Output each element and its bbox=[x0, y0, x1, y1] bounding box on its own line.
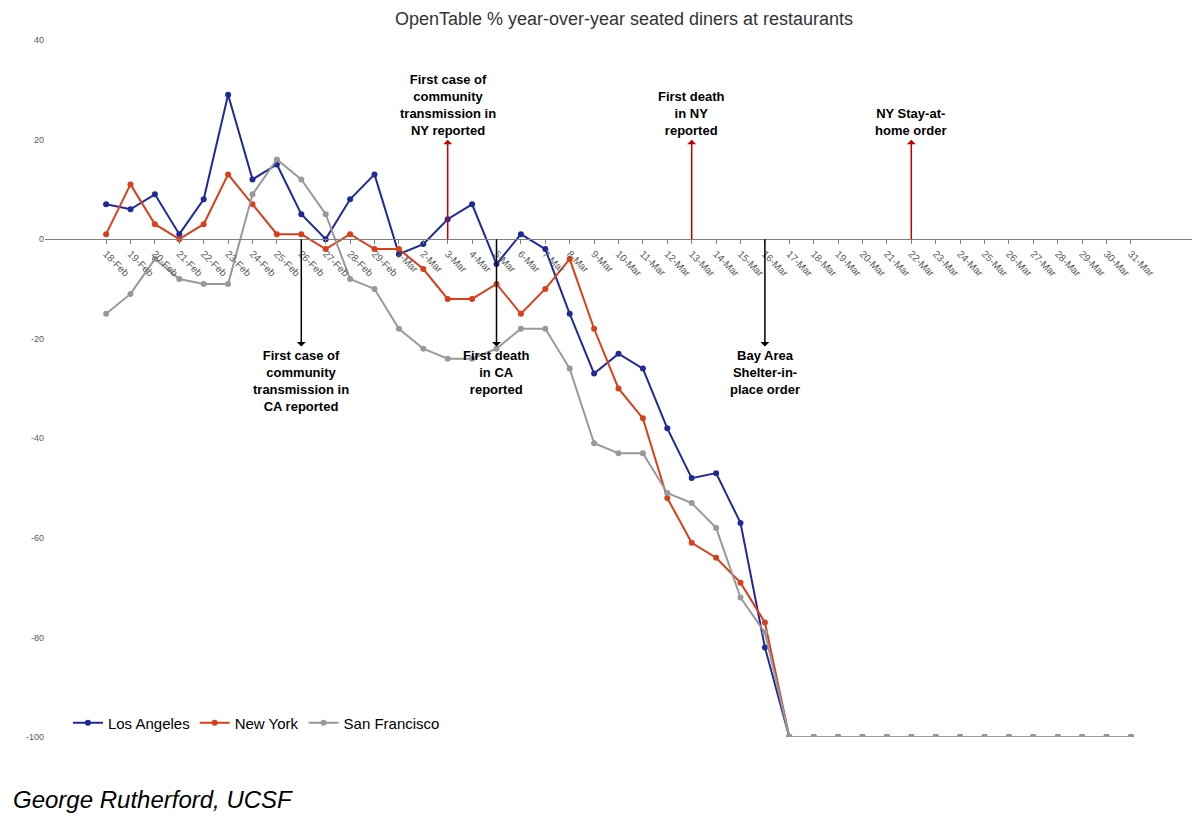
svg-text:23-Mar: 23-Mar bbox=[931, 248, 962, 279]
svg-text:7-Mar: 7-Mar bbox=[540, 248, 567, 275]
svg-text:OpenTable % year-over-year sea: OpenTable % year-over-year seated diners… bbox=[395, 9, 853, 29]
svg-text:30-Mar: 30-Mar bbox=[1102, 248, 1133, 279]
svg-text:4-Mar: 4-Mar bbox=[467, 248, 494, 275]
svg-text:First deathin CAreported: First deathin CAreported bbox=[463, 348, 530, 397]
svg-text:-80: -80 bbox=[31, 633, 44, 643]
svg-text:13-Mar: 13-Mar bbox=[687, 248, 718, 279]
svg-text:1-Mar: 1-Mar bbox=[394, 248, 421, 275]
svg-text:24-Feb: 24-Feb bbox=[248, 248, 278, 278]
svg-text:Bay AreaShelter-in-place order: Bay AreaShelter-in-place order bbox=[730, 348, 800, 397]
svg-text:-100: -100 bbox=[26, 732, 44, 742]
svg-text:20: 20 bbox=[34, 135, 44, 145]
svg-text:9-Mar: 9-Mar bbox=[589, 248, 616, 275]
svg-text:San Francisco: San Francisco bbox=[344, 715, 440, 732]
svg-text:20-Feb: 20-Feb bbox=[150, 248, 180, 278]
svg-text:19-Mar: 19-Mar bbox=[833, 248, 864, 279]
svg-text:6-Mar: 6-Mar bbox=[516, 248, 543, 275]
svg-text:George Rutherford, UCSF: George Rutherford, UCSF bbox=[13, 786, 293, 813]
svg-text:First case ofcommunitytransmis: First case ofcommunitytransmission inNY … bbox=[400, 72, 496, 138]
svg-text:21-Feb: 21-Feb bbox=[174, 248, 204, 278]
svg-text:23-Feb: 23-Feb bbox=[223, 248, 253, 278]
svg-text:26-Feb: 26-Feb bbox=[296, 248, 326, 278]
svg-text:22-Feb: 22-Feb bbox=[199, 248, 229, 278]
svg-text:27-Mar: 27-Mar bbox=[1028, 248, 1059, 279]
svg-text:25-Feb: 25-Feb bbox=[272, 248, 302, 278]
svg-text:First case ofcommunitytransmis: First case ofcommunitytransmission inCA … bbox=[253, 348, 349, 414]
svg-text:18-Feb: 18-Feb bbox=[101, 248, 131, 278]
svg-text:14-Mar: 14-Mar bbox=[711, 248, 742, 279]
svg-text:21-Mar: 21-Mar bbox=[882, 248, 913, 279]
svg-text:-40: -40 bbox=[31, 433, 44, 443]
svg-text:27-Feb: 27-Feb bbox=[321, 248, 351, 278]
svg-text:26-Mar: 26-Mar bbox=[1004, 248, 1035, 279]
svg-text:40: 40 bbox=[34, 35, 44, 45]
svg-text:3-Mar: 3-Mar bbox=[443, 248, 470, 275]
svg-text:22-Mar: 22-Mar bbox=[906, 248, 937, 279]
svg-text:2-Mar: 2-Mar bbox=[418, 248, 445, 275]
svg-text:5-Mar: 5-Mar bbox=[492, 248, 519, 275]
svg-text:29-Feb: 29-Feb bbox=[370, 248, 400, 278]
svg-text:28-Mar: 28-Mar bbox=[1053, 248, 1084, 279]
svg-text:0: 0 bbox=[39, 234, 44, 244]
svg-text:17-Mar: 17-Mar bbox=[784, 248, 815, 279]
svg-text:19-Feb: 19-Feb bbox=[126, 248, 156, 278]
svg-text:18-Mar: 18-Mar bbox=[809, 248, 840, 279]
svg-text:12-Mar: 12-Mar bbox=[662, 248, 693, 279]
svg-text:15-Mar: 15-Mar bbox=[736, 248, 767, 279]
svg-text:Los Angeles: Los Angeles bbox=[108, 715, 190, 732]
svg-text:28-Feb: 28-Feb bbox=[345, 248, 375, 278]
svg-text:-60: -60 bbox=[31, 533, 44, 543]
svg-text:NY Stay-at-home order: NY Stay-at-home order bbox=[875, 106, 947, 138]
svg-text:10-Mar: 10-Mar bbox=[614, 248, 645, 279]
svg-text:8-Mar: 8-Mar bbox=[565, 248, 592, 275]
svg-text:11-Mar: 11-Mar bbox=[638, 248, 668, 278]
svg-text:24-Mar: 24-Mar bbox=[955, 248, 986, 279]
svg-text:25-Mar: 25-Mar bbox=[980, 248, 1011, 279]
svg-text:First deathin NYreported: First deathin NYreported bbox=[658, 89, 725, 138]
svg-text:New York: New York bbox=[235, 715, 299, 732]
svg-text:29-Mar: 29-Mar bbox=[1077, 248, 1108, 279]
svg-text:16-Mar: 16-Mar bbox=[760, 248, 791, 279]
svg-text:31-Mar: 31-Mar bbox=[1126, 248, 1157, 279]
svg-text:20-Mar: 20-Mar bbox=[858, 248, 889, 279]
svg-text:-20: -20 bbox=[31, 334, 44, 344]
